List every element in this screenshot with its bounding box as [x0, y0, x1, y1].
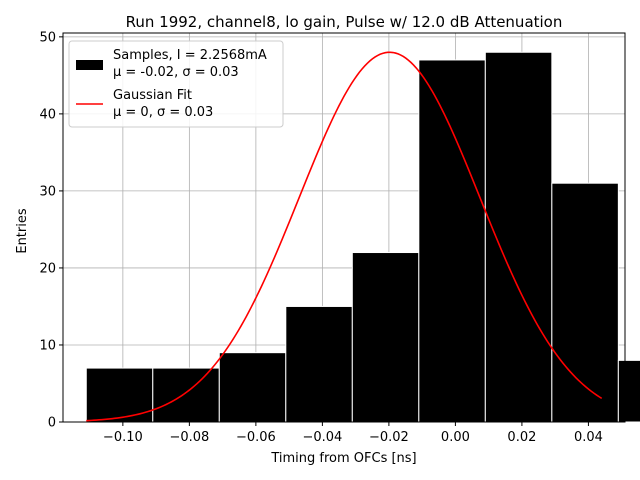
x-axis-ticks: −0.10 −0.08 −0.06 −0.04 −0.02 0.00 0.02 0.04: [103, 422, 603, 445]
y-tick-label: 10: [39, 338, 56, 353]
legend-fit-stats: μ = 0, σ = 0.03: [113, 105, 213, 120]
histogram-bar: [551, 182, 619, 423]
histogram-bar: [285, 305, 353, 423]
legend-fit-label: Gaussian Fit: [113, 88, 192, 103]
y-tick-label: 20: [39, 261, 56, 276]
histogram-bar: [418, 59, 486, 423]
y-axis-ticks: 0 10 20 30 40 50: [39, 30, 63, 431]
y-tick-label: 50: [39, 30, 56, 45]
histogram-bars: [85, 51, 640, 423]
y-axis-label: Entries: [15, 208, 30, 254]
y-tick-label: 0: [48, 416, 56, 431]
legend-samples-stats: μ = -0.02, σ = 0.03: [113, 65, 239, 80]
legend-samples-swatch: [76, 60, 103, 70]
chart-title: Run 1992, channel8, lo gain, Pulse w/ 12…: [126, 13, 563, 31]
x-tick-label: 0.04: [574, 430, 603, 445]
x-axis-label: Timing from OFCs [ns]: [270, 451, 416, 466]
gaussian-fit-curve: [86, 51, 603, 422]
legend-samples-label: Samples, I = 2.2568mA: [113, 48, 267, 63]
x-tick-label: −0.02: [369, 430, 409, 445]
x-tick-label: 0.02: [507, 430, 536, 445]
y-tick-label: 30: [39, 184, 56, 199]
legend-box: [68, 40, 284, 128]
x-tick-label: −0.06: [236, 430, 276, 445]
y-tick-label: 40: [39, 107, 56, 122]
histogram-bar: [218, 352, 287, 423]
legend: Samples, I = 2.2568mA μ = -0.02, σ = 0.0…: [68, 40, 284, 128]
plot-frame: [62, 32, 626, 423]
histogram-bar: [152, 367, 220, 423]
x-tick-label: −0.08: [169, 430, 209, 445]
histogram-bar: [85, 367, 154, 423]
x-tick-label: −0.04: [302, 430, 342, 445]
histogram-bar: [617, 359, 640, 423]
x-tick-label: 0.00: [441, 430, 470, 445]
histogram-bar: [351, 252, 420, 423]
x-tick-label: −0.10: [103, 430, 143, 445]
